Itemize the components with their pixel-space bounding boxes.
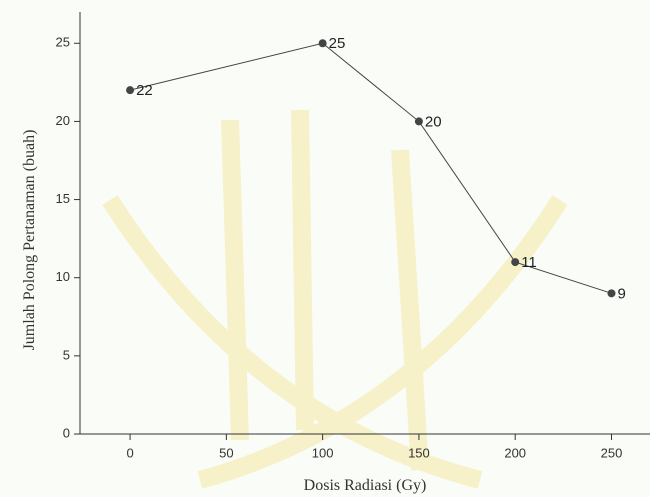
x-tick-label: 100 bbox=[312, 445, 334, 460]
y-axis-label: Jumlah Polong Pertanaman (buah) bbox=[21, 130, 38, 351]
data-label: 11 bbox=[521, 254, 537, 271]
data-point bbox=[415, 117, 423, 125]
chart: Dosis Radiasi (Gy) Jumlah Polong Pertana… bbox=[0, 0, 650, 497]
watermark-stroke bbox=[230, 120, 240, 440]
data-label: 25 bbox=[329, 35, 346, 52]
data-label: 22 bbox=[136, 82, 153, 99]
y-tick-label: 5 bbox=[63, 347, 70, 362]
y-tick-label: 25 bbox=[56, 35, 70, 50]
data-point bbox=[511, 258, 519, 266]
x-tick-label: 0 bbox=[126, 445, 133, 460]
watermark-stroke bbox=[300, 110, 305, 430]
y-tick-label: 20 bbox=[56, 113, 70, 128]
x-tick-label: 250 bbox=[601, 445, 623, 460]
data-point bbox=[126, 86, 134, 94]
y-tick-label: 0 bbox=[63, 425, 70, 440]
y-tick-label: 15 bbox=[56, 191, 70, 206]
x-tick-label: 50 bbox=[219, 445, 233, 460]
data-point bbox=[607, 289, 615, 297]
page: {"chart_data": {"type": "line", "x_label… bbox=[0, 0, 650, 497]
data-point bbox=[319, 39, 327, 47]
x-tick-label: 200 bbox=[504, 445, 526, 460]
data-label: 20 bbox=[425, 113, 442, 130]
x-axis-label: Dosis Radiasi (Gy) bbox=[304, 477, 427, 494]
data-label: 9 bbox=[617, 285, 625, 302]
y-tick-label: 10 bbox=[56, 269, 70, 284]
x-tick-label: 150 bbox=[408, 445, 430, 460]
